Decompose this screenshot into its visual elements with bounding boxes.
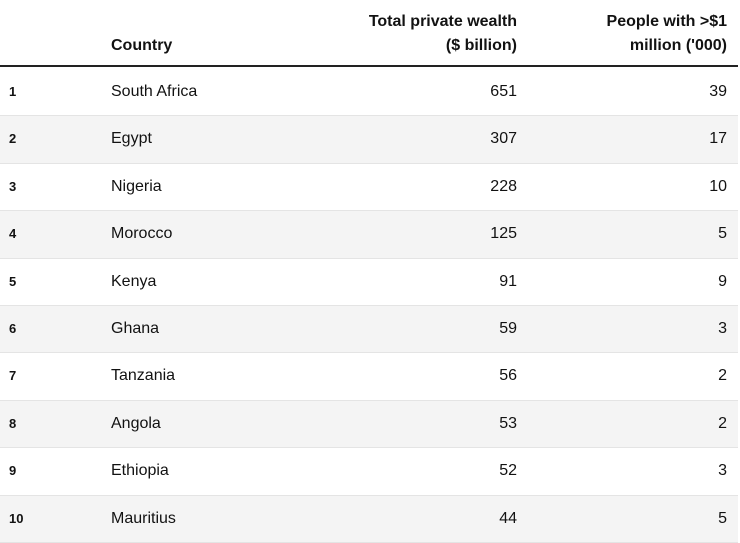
- wealth-cell: 91: [499, 272, 517, 290]
- rank-cell: 9: [9, 463, 17, 479]
- table-row: 5 Kenya 91 9: [0, 259, 738, 306]
- rank-cell: 1: [9, 84, 17, 99]
- wealth-cell: 52: [499, 462, 517, 480]
- header-total-private-wealth: Total private wealth ($ billion): [369, 10, 517, 58]
- wealth-cell: 59: [499, 319, 517, 337]
- table-row: 10 Mauritius 44 5: [0, 495, 738, 543]
- wealth-cell: 44: [499, 509, 517, 527]
- country-cell: Kenya: [111, 272, 157, 290]
- rank-cell: 8: [9, 415, 17, 431]
- people-cell: 2: [718, 367, 727, 385]
- table-row: 4 Morocco 125 5: [0, 211, 738, 259]
- wealth-cell: 56: [499, 367, 517, 385]
- rank-cell: 4: [9, 226, 17, 242]
- country-cell: South Africa: [111, 83, 198, 100]
- table-body: 1 South Africa 651 39 2 Egypt 307 17 3 Nigeria 228…: [0, 69, 738, 543]
- country-cell: Egypt: [111, 130, 152, 148]
- wealth-cell: 53: [499, 414, 517, 432]
- header-country: Country: [111, 34, 172, 58]
- rank-cell: 7: [9, 368, 17, 384]
- country-cell: Ethiopia: [111, 462, 169, 480]
- header-people-line1: People with >$1: [606, 13, 727, 30]
- people-cell: 9: [718, 272, 727, 290]
- rank-cell: 6: [9, 320, 17, 336]
- table-header: Country Total private wealth ($ billion)…: [0, 0, 738, 67]
- wealth-cell: 651: [490, 83, 517, 100]
- people-cell: 10: [709, 177, 727, 195]
- wealth-cell: 125: [490, 225, 517, 243]
- table-row: 1 South Africa 651 39: [0, 69, 738, 117]
- country-cell: Angola: [111, 414, 161, 432]
- people-cell: 5: [718, 225, 727, 243]
- header-wealth-line2: ($ billion): [445, 37, 517, 54]
- rank-cell: 2: [9, 131, 17, 147]
- people-cell: 3: [718, 319, 727, 337]
- table-row: 3 Nigeria 228 10: [0, 164, 738, 212]
- people-cell: 2: [718, 414, 727, 432]
- people-cell: 5: [718, 509, 727, 527]
- rank-cell: 3: [9, 178, 17, 194]
- header-country-label: Country: [111, 37, 173, 54]
- header-people-line2: million ('000): [629, 37, 727, 54]
- people-cell: 17: [709, 130, 727, 148]
- table-row: 8 Angola 53 2: [0, 400, 738, 449]
- country-cell: Morocco: [111, 225, 173, 243]
- country-cell: Nigeria: [111, 177, 162, 195]
- table-row: 2 Egypt 307 17: [0, 116, 738, 164]
- country-cell: Mauritius: [111, 509, 176, 527]
- header-wealth-line1: Total private wealth: [368, 13, 517, 30]
- wealth-cell: 228: [490, 177, 517, 195]
- table-row: 9 Ethiopia 52 3: [0, 448, 738, 496]
- wealth-cell: 307: [490, 130, 517, 148]
- table-row: 6 Ghana 59 3: [0, 305, 738, 354]
- table-row: 7 Tanzania 56 2: [0, 353, 738, 401]
- rank-cell: 10: [9, 510, 24, 526]
- rank-cell: 5: [9, 273, 17, 289]
- country-cell: Ghana: [111, 319, 160, 337]
- people-cell: 3: [718, 462, 727, 480]
- header-people-millionaires: People with >$1 million ('000): [607, 10, 727, 58]
- people-cell: 39: [709, 83, 727, 100]
- country-cell: Tanzania: [111, 367, 176, 385]
